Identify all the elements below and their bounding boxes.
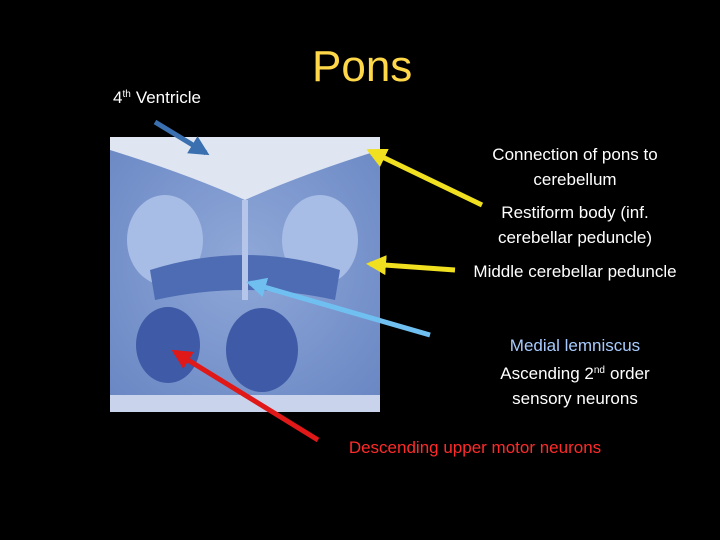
- label: Restiform body (inf. cerebellar peduncle): [460, 200, 690, 250]
- label-line: sensory neurons: [460, 386, 690, 411]
- label-text: sensory neurons: [512, 389, 638, 408]
- label-text: cerebellar peduncle): [497, 228, 653, 247]
- label-line: 4th Ventricle: [113, 82, 201, 110]
- label-text: Restiform body (inf.: [501, 203, 649, 222]
- label-line: Connection of pons to: [460, 142, 690, 167]
- arrow: [171, 349, 320, 443]
- label-text: Descending upper motor neurons: [348, 438, 602, 457]
- label-text: Ventricle: [135, 88, 202, 107]
- label-text: Middle cerebellar peduncle: [473, 262, 677, 281]
- arrow: [366, 148, 484, 208]
- label-text: Medial lemniscus: [509, 336, 641, 355]
- label-text: order: [610, 364, 650, 383]
- label-line: cerebellar peduncle): [460, 225, 690, 250]
- label-line: Descending upper motor neurons: [320, 435, 630, 460]
- label-text: Connection of pons to: [492, 145, 658, 164]
- label-line: cerebellum: [460, 167, 690, 192]
- label: Descending upper motor neurons: [320, 435, 630, 460]
- label-line: Restiform body (inf.: [460, 200, 690, 225]
- arrows: [153, 119, 484, 443]
- superscript: nd: [593, 365, 605, 376]
- pons-section-image: [110, 137, 380, 412]
- label-line: Middle cerebellar peduncle: [445, 259, 705, 284]
- superscript: th: [122, 89, 131, 100]
- label: Medial lemniscus Ascending 2nd order sensor…: [460, 333, 690, 411]
- label-line: Medial lemniscus: [460, 333, 690, 358]
- label-line: Ascending 2nd order: [460, 358, 690, 386]
- label-text: cerebellum: [533, 170, 617, 189]
- slide-title: Pons: [312, 42, 413, 91]
- label: Middle cerebellar peduncle: [445, 259, 705, 284]
- arrow: [366, 255, 456, 276]
- arrow: [153, 119, 210, 156]
- label-text: Ascending 2: [500, 364, 594, 383]
- label: 4th Ventricle: [113, 82, 201, 110]
- label: Connection of pons to cerebellum: [460, 142, 690, 192]
- arrow: [246, 277, 431, 338]
- label-text: 4: [113, 88, 123, 107]
